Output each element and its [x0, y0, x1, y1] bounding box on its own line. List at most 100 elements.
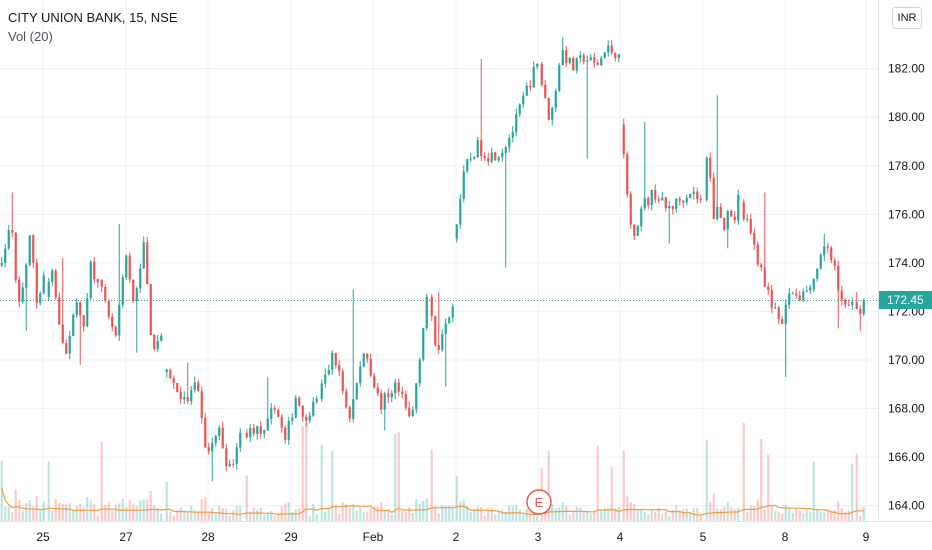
time-axis[interactable]: 25 27 28 29 Feb 2 3 4 5 8 9 [36, 530, 869, 544]
candle-body [462, 171, 465, 199]
volume-bar [575, 506, 578, 521]
volume-bar [139, 500, 142, 521]
candle-body [633, 224, 636, 236]
candle-body [451, 306, 454, 318]
price-tick-label: 176.00 [888, 207, 925, 221]
earnings-marker[interactable]: E [526, 489, 552, 515]
volume-bar [362, 512, 365, 521]
candle-body [805, 290, 808, 292]
candle-body [459, 198, 462, 225]
candle-body [324, 374, 327, 384]
volume-bar [522, 514, 525, 521]
candle-body [100, 279, 103, 287]
candle-body [802, 291, 805, 301]
candle-body [390, 393, 393, 398]
candle-body [312, 401, 315, 416]
volume-bar [600, 510, 603, 521]
candle-body [726, 211, 729, 230]
volume-bar [830, 510, 833, 521]
volume-bar [756, 500, 759, 521]
candle-body [422, 328, 425, 360]
candle-body [840, 290, 843, 300]
candle-body [387, 393, 390, 398]
volume-bar [640, 510, 643, 521]
candle-body [359, 366, 362, 384]
volume-bar [596, 445, 599, 521]
volume-bar [0, 460, 3, 521]
candle-body [165, 369, 168, 373]
candle-body [699, 199, 702, 201]
candle-body [249, 427, 252, 438]
volume-bar [312, 503, 315, 521]
time-tick-label: 25 [36, 530, 50, 544]
time-tick-label: 4 [617, 530, 624, 544]
candle-body [760, 264, 763, 268]
candle-body [239, 432, 242, 448]
volume-bar [125, 507, 128, 521]
volume-bar [132, 503, 135, 521]
candle-body [51, 270, 54, 282]
candle-body [114, 326, 117, 336]
volume-bar [11, 512, 14, 521]
candle-body [476, 140, 479, 158]
volume-indicator-label[interactable]: Vol (20) [8, 29, 53, 44]
volume-bar [795, 508, 798, 521]
candle-body [68, 335, 71, 354]
volume-bar [172, 515, 175, 521]
symbol-title[interactable]: CITY UNION BANK, 15, NSE [8, 10, 178, 25]
candle-body [536, 63, 539, 67]
candle-body [301, 405, 304, 417]
candle-body [259, 426, 262, 434]
volume-bar [334, 504, 337, 521]
candle-body [425, 296, 428, 329]
candle-body [777, 307, 780, 320]
candle-body [579, 55, 582, 59]
candle-body [352, 399, 355, 419]
candle-body [529, 85, 532, 88]
candle-body [730, 211, 733, 217]
candle-body [54, 270, 57, 298]
volume-bar [21, 510, 24, 521]
candle-body [568, 57, 571, 63]
candle-body [28, 235, 31, 265]
volume-bar [263, 515, 266, 521]
candle-body [837, 265, 840, 291]
candle-body [235, 447, 238, 464]
volume-bar [373, 507, 376, 521]
candle-body [65, 342, 68, 354]
candle-body [532, 66, 535, 88]
candle-body [218, 427, 221, 436]
candle-body [86, 298, 89, 327]
volume-bar [859, 515, 862, 521]
candle-body [376, 387, 379, 394]
candle-body [515, 114, 518, 133]
volume-bar [14, 489, 17, 521]
currency-button[interactable]: INR [892, 7, 922, 29]
candle-body [596, 62, 599, 66]
volume-bar [497, 510, 500, 521]
candle-body [525, 85, 528, 96]
candle-body [93, 261, 96, 280]
volume-bar [826, 509, 829, 521]
candle-body [58, 297, 61, 325]
candle-body [589, 57, 592, 61]
candle-body [404, 394, 407, 408]
volume-bar [675, 505, 678, 521]
candle-body [291, 417, 294, 421]
volume-bar [104, 504, 107, 521]
candle-body [256, 426, 259, 434]
candle-body [160, 335, 163, 341]
volume-bar [494, 514, 497, 521]
volume-bar [816, 509, 819, 521]
candle-body [650, 189, 653, 205]
volume-bar [291, 512, 294, 521]
volume-bar [404, 512, 407, 521]
volume-bar [633, 503, 636, 521]
candle-body [394, 382, 397, 394]
volume-bar [169, 511, 172, 521]
volume-bar [65, 504, 68, 521]
candle-body [767, 286, 770, 291]
volume-bar [277, 514, 280, 521]
candle-body [118, 304, 121, 336]
